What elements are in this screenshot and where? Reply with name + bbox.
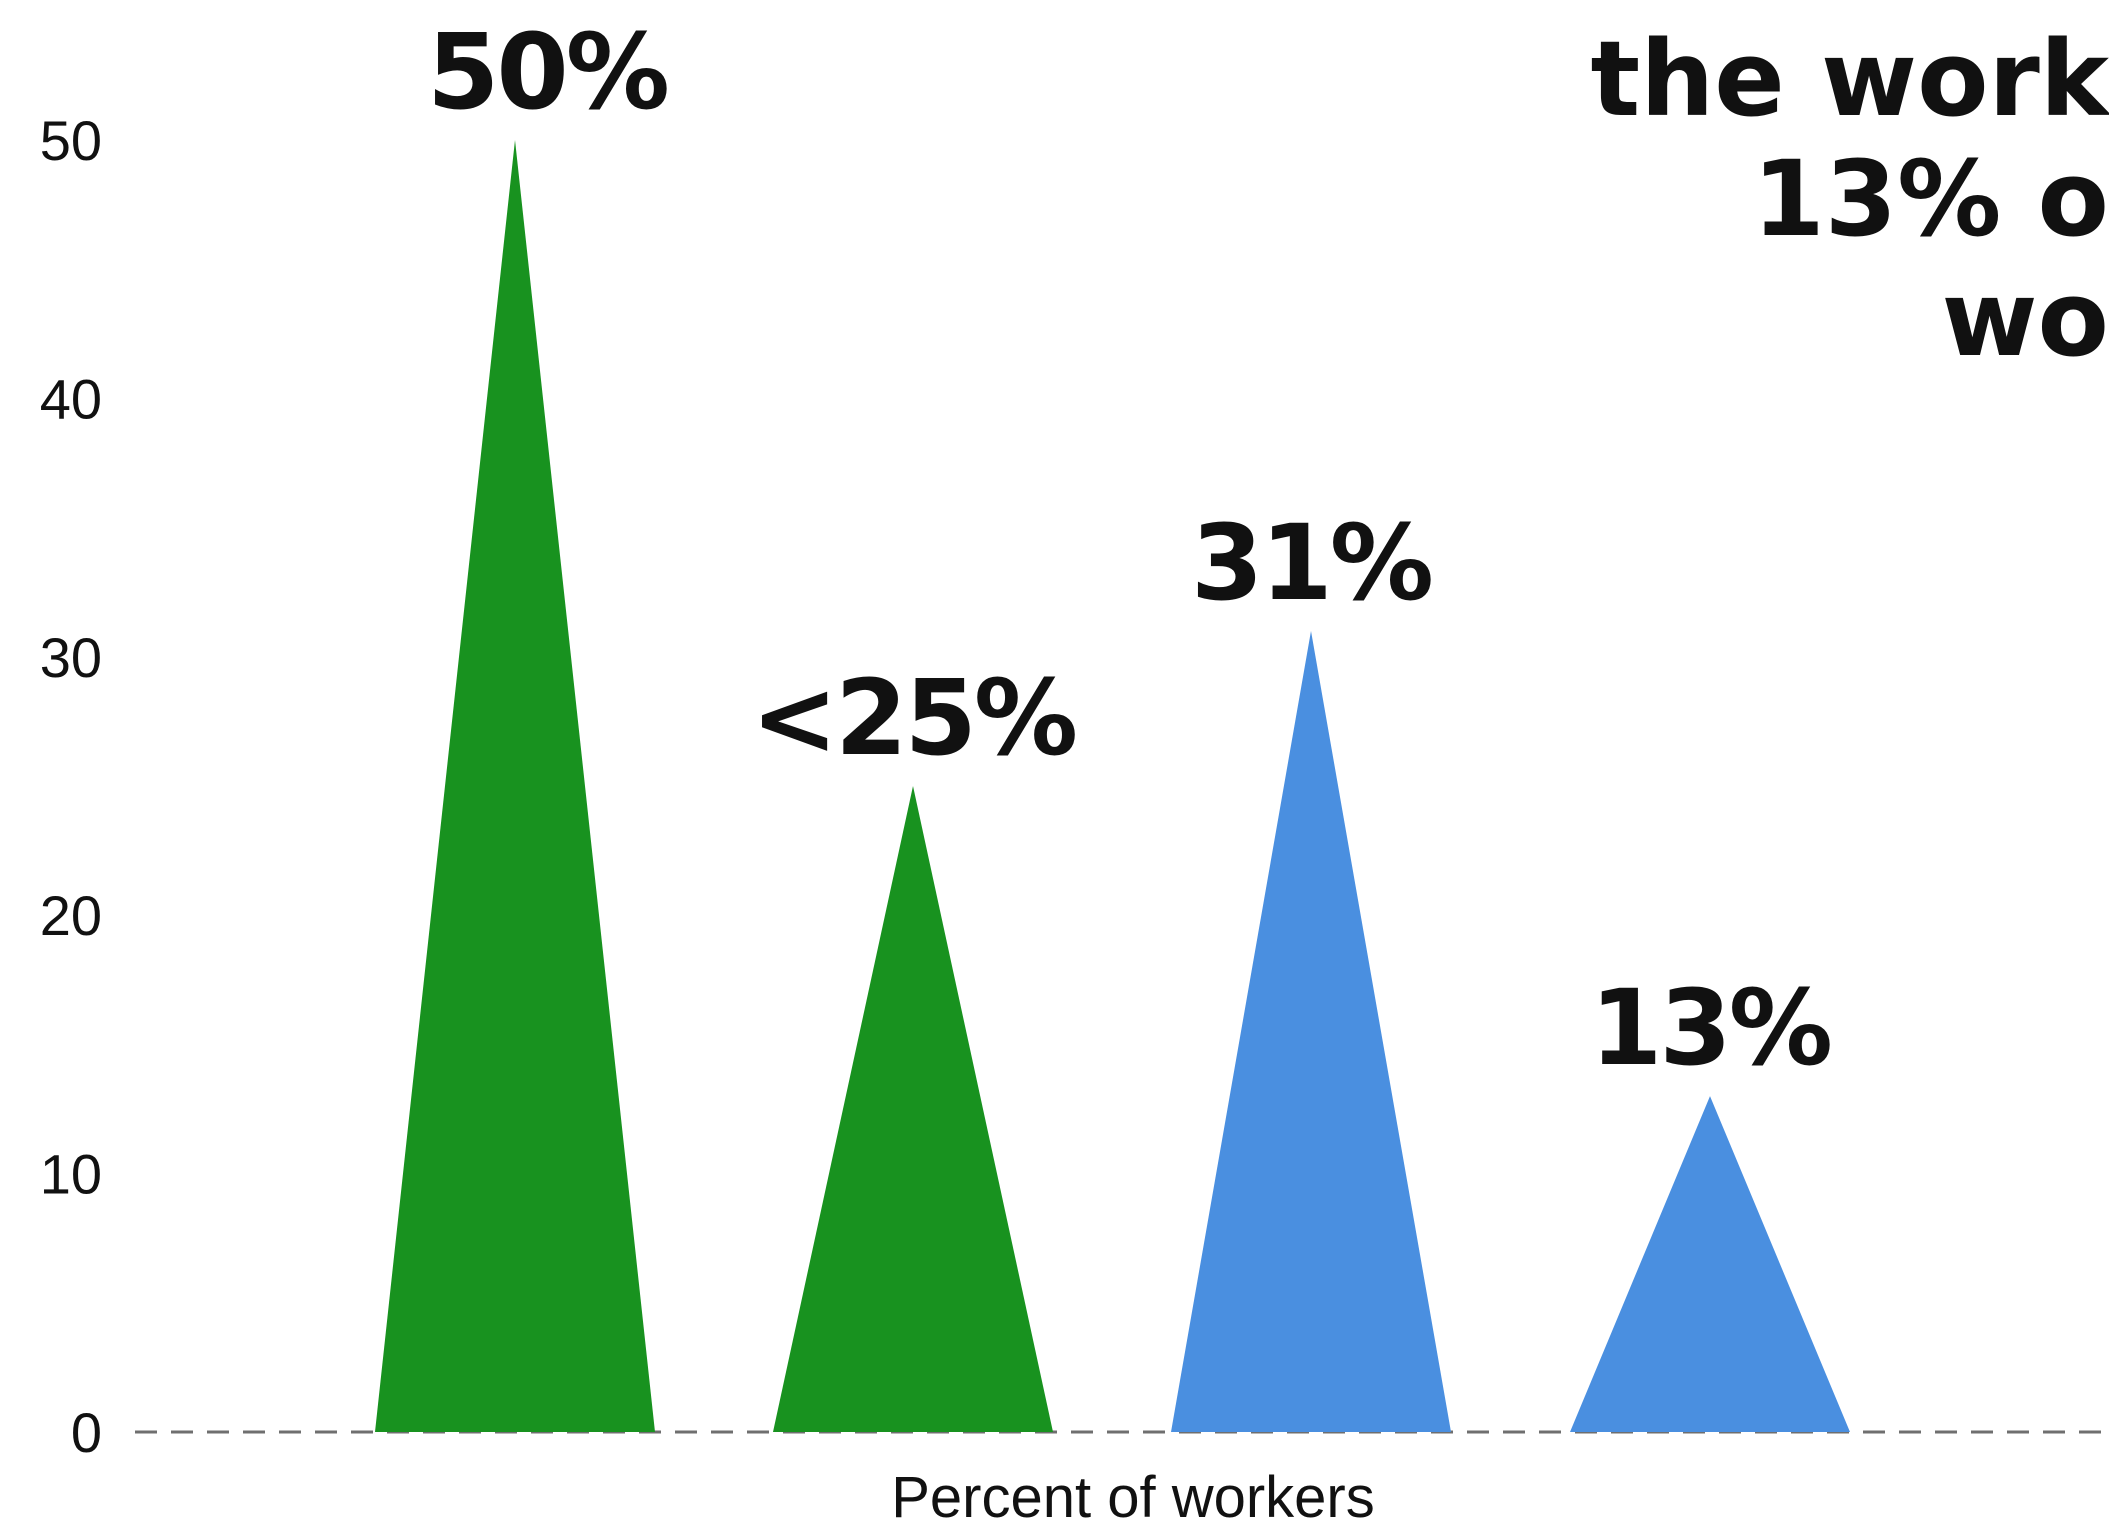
bar-1	[375, 140, 655, 1432]
data-label-2: <25%	[751, 657, 1075, 779]
data-label-3: 31%	[1191, 502, 1431, 624]
y-tick-label: 10	[40, 1143, 102, 1206]
title-line-3: wo	[1941, 258, 2109, 380]
y-tick-label: 40	[40, 367, 102, 430]
data-label-4: 13%	[1590, 967, 1830, 1089]
bar-2	[773, 786, 1053, 1432]
bar-4	[1570, 1096, 1850, 1432]
bars	[375, 140, 1850, 1432]
data-label-1: 50%	[427, 11, 667, 133]
data-labels: 50% <25% 31% 13%	[427, 11, 1833, 1089]
title-line-1: the work	[1591, 18, 2109, 140]
bar-3	[1171, 630, 1451, 1432]
title-line-2: 13% o	[1752, 138, 2109, 260]
x-axis-label: Percent of workers	[891, 1465, 1375, 1530]
y-axis: 0 10 20 30 40 50	[40, 109, 102, 1464]
y-tick-label: 50	[40, 109, 102, 172]
y-tick-label: 0	[71, 1401, 102, 1464]
y-tick-label: 20	[40, 884, 102, 947]
chart-title: the work 13% o wo	[1591, 18, 2109, 380]
y-tick-label: 30	[40, 626, 102, 689]
